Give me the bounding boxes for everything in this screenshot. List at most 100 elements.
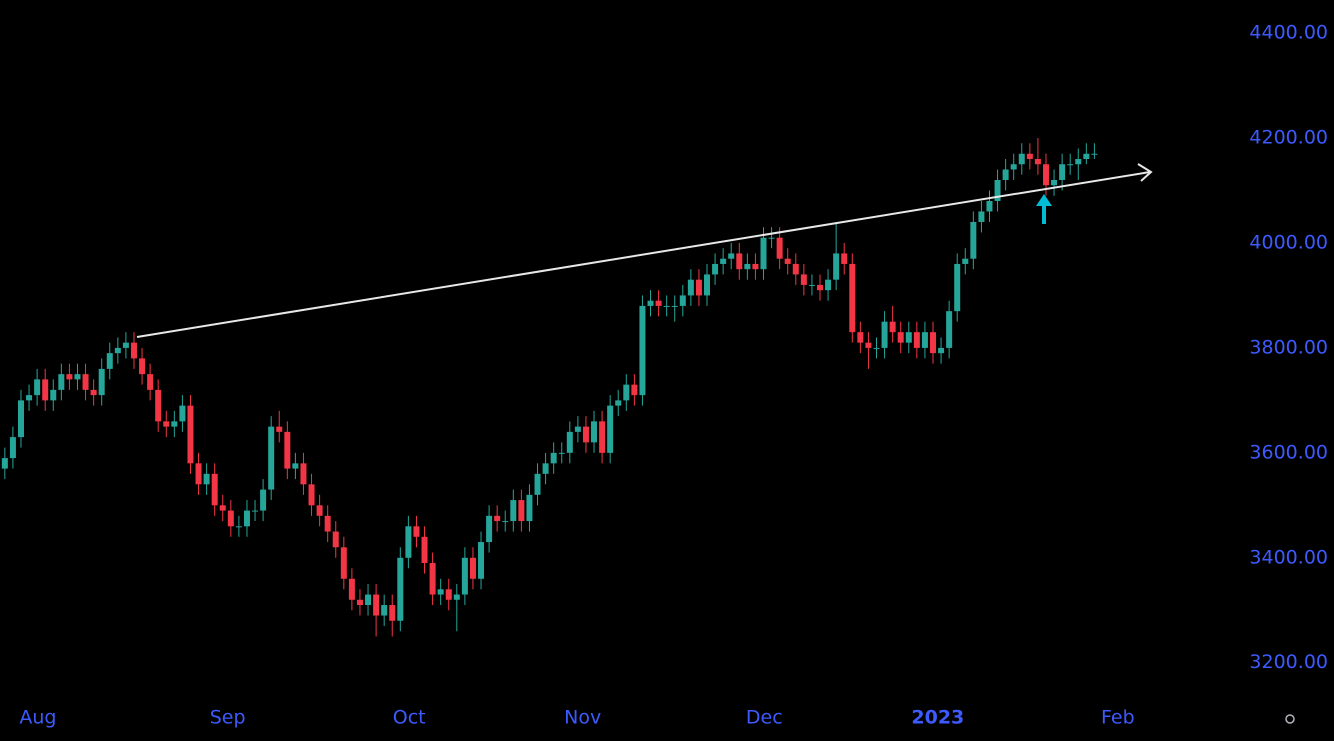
candle-body bbox=[712, 263, 719, 275]
candle-body bbox=[970, 221, 977, 259]
candle-body bbox=[1026, 153, 1033, 159]
candle-body bbox=[356, 599, 363, 606]
candle-body bbox=[905, 332, 912, 343]
sun-icon[interactable] bbox=[1285, 714, 1295, 724]
candle-body bbox=[1010, 164, 1017, 170]
candle-body bbox=[897, 332, 904, 343]
candle-body bbox=[260, 489, 267, 511]
candle-body bbox=[599, 421, 606, 453]
candle-body bbox=[332, 531, 339, 548]
candle-body bbox=[566, 431, 573, 453]
candle-body bbox=[921, 332, 928, 348]
candle-body bbox=[1042, 164, 1049, 186]
candle-body bbox=[276, 426, 283, 432]
x-tick-label: Aug bbox=[19, 707, 56, 729]
candle-body bbox=[26, 395, 33, 401]
candle-body bbox=[582, 426, 589, 443]
candle-body bbox=[526, 494, 533, 522]
candle-body bbox=[962, 258, 969, 264]
candle-body bbox=[1059, 164, 1066, 180]
candle-body bbox=[478, 542, 485, 579]
candle-body bbox=[316, 505, 323, 516]
candle-body bbox=[284, 431, 291, 469]
candle-body bbox=[114, 347, 121, 354]
candle-body bbox=[881, 321, 888, 348]
candle-body bbox=[857, 332, 864, 343]
candle-body bbox=[211, 473, 218, 506]
candle-body bbox=[405, 526, 412, 558]
candle-body bbox=[365, 594, 372, 606]
cyan-arrow bbox=[1036, 194, 1052, 224]
y-tick-label: 3200.00 bbox=[1249, 651, 1328, 673]
candle-body bbox=[195, 463, 202, 485]
candle-body bbox=[82, 374, 89, 390]
arrow-head bbox=[1036, 194, 1052, 206]
candle-body bbox=[58, 374, 65, 390]
candle-body bbox=[695, 279, 702, 296]
candle-body bbox=[453, 594, 460, 600]
x-tick-label: Oct bbox=[393, 707, 426, 729]
candle-body bbox=[1075, 158, 1082, 165]
candle-body bbox=[607, 405, 614, 453]
candle-body bbox=[800, 274, 807, 285]
settings-icon[interactable] bbox=[1285, 714, 1295, 724]
candle-body bbox=[647, 300, 654, 306]
candle-body bbox=[687, 279, 694, 296]
candle-body bbox=[397, 557, 404, 621]
candle-body bbox=[1067, 164, 1074, 166]
candle-body bbox=[760, 237, 767, 270]
candle-body bbox=[300, 463, 307, 485]
candle-body bbox=[50, 389, 57, 401]
candle-body bbox=[833, 253, 840, 280]
candle-body bbox=[679, 295, 686, 306]
trend-line-arrowhead bbox=[1137, 163, 1153, 182]
candle-body bbox=[510, 500, 517, 522]
y-tick-label: 4400.00 bbox=[1249, 22, 1328, 44]
candle-body bbox=[469, 557, 476, 579]
candle-body bbox=[74, 374, 81, 380]
candle-body bbox=[873, 347, 880, 349]
candle-body bbox=[938, 347, 945, 354]
candle-body bbox=[631, 384, 638, 396]
candle-body bbox=[728, 253, 735, 259]
candle-body bbox=[1083, 153, 1090, 159]
candle-body bbox=[825, 279, 832, 291]
candle-body bbox=[90, 389, 97, 396]
x-tick-label: Sep bbox=[210, 707, 246, 729]
candle-body bbox=[518, 500, 525, 522]
candle-body bbox=[34, 379, 41, 396]
candle-body bbox=[534, 473, 541, 495]
candle-body bbox=[308, 484, 315, 506]
candle-body bbox=[889, 321, 896, 333]
candle-body bbox=[421, 536, 428, 564]
y-tick-label: 3800.00 bbox=[1249, 336, 1328, 358]
candle-body bbox=[574, 426, 581, 432]
candle-body bbox=[655, 300, 662, 306]
x-tick-label: Dec bbox=[746, 707, 783, 729]
candle-body bbox=[986, 200, 993, 212]
candle-body bbox=[42, 379, 49, 401]
plot-area bbox=[1, 138, 1098, 637]
candle-body bbox=[9, 437, 16, 459]
candle-body bbox=[494, 515, 501, 522]
candle-body bbox=[550, 452, 557, 464]
candle-body bbox=[768, 237, 775, 239]
candle-body bbox=[792, 263, 799, 275]
candle-body bbox=[381, 605, 388, 616]
candle-body bbox=[817, 284, 823, 291]
candle-body bbox=[671, 305, 678, 307]
candle-body bbox=[292, 463, 299, 469]
candle-body bbox=[591, 421, 598, 443]
candle-body bbox=[348, 578, 355, 600]
candle-body bbox=[106, 353, 113, 369]
candle-body bbox=[17, 400, 24, 438]
candle-body bbox=[98, 368, 105, 396]
candle-body bbox=[784, 258, 791, 264]
candle-body bbox=[946, 311, 953, 348]
candle-body bbox=[720, 258, 727, 264]
candle-body bbox=[752, 263, 759, 270]
candle-body bbox=[324, 515, 331, 532]
candle-body bbox=[187, 405, 194, 464]
